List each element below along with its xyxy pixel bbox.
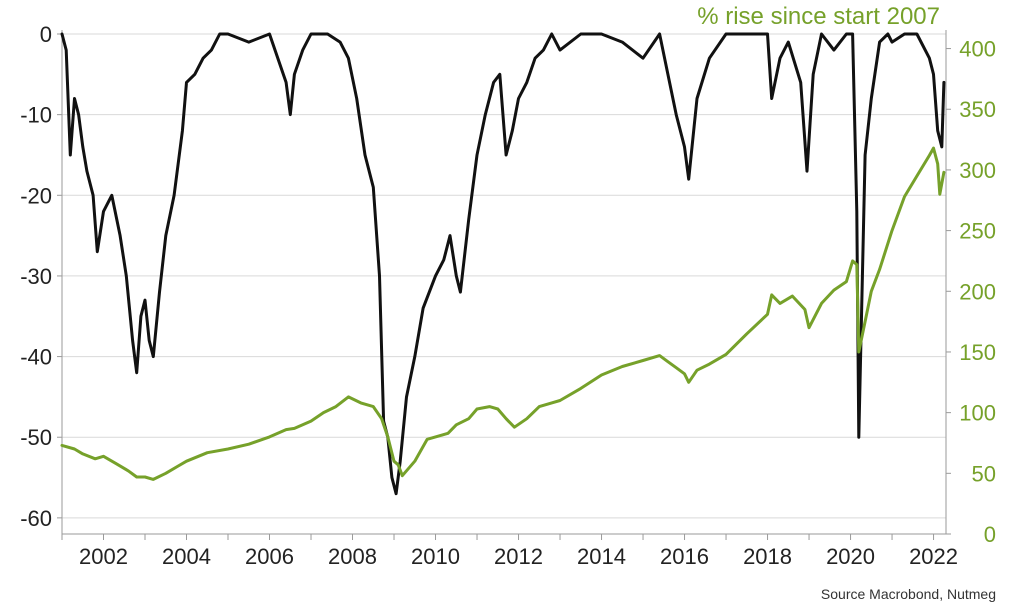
left-tick-label: 0 bbox=[40, 22, 52, 47]
right-axis-title: % rise since start 2007 bbox=[697, 3, 940, 30]
left-tick-label: -60 bbox=[20, 506, 52, 531]
right-tick-label: 300 bbox=[959, 158, 996, 183]
left-tick-label: -10 bbox=[20, 103, 52, 128]
x-tick-label: 2018 bbox=[743, 544, 792, 569]
left-tick-label: -50 bbox=[20, 425, 52, 450]
right-tick-label: 150 bbox=[959, 340, 996, 365]
rise-series-line bbox=[60, 146, 946, 481]
right-tick-label: 350 bbox=[959, 97, 996, 122]
gridlines bbox=[62, 33, 946, 519]
x-tick-label: 2008 bbox=[328, 544, 377, 569]
right-tick-label: 200 bbox=[959, 279, 996, 304]
left-tick-label: -30 bbox=[20, 264, 52, 289]
source-note: Source Macrobond, Nutmeg bbox=[820, 586, 996, 602]
x-tick-label: 2014 bbox=[577, 544, 626, 569]
right-tick-label: 250 bbox=[959, 219, 996, 244]
right-tick-label: 400 bbox=[959, 37, 996, 62]
series-lines bbox=[60, 32, 946, 496]
right-tick-label: 50 bbox=[972, 461, 996, 486]
x-tick-label: 2004 bbox=[162, 544, 211, 569]
x-tick-label: 2010 bbox=[411, 544, 460, 569]
axes bbox=[57, 30, 951, 540]
x-tick-label: 2020 bbox=[826, 544, 875, 569]
x-tick-label: 2006 bbox=[245, 544, 294, 569]
tick-labels: 0 -10 -20 -30 -40 -50 -60 400 350 300 250 200 150 100… bbox=[20, 22, 996, 569]
left-tick-label: -20 bbox=[20, 183, 52, 208]
x-tick-label: 2002 bbox=[79, 544, 128, 569]
x-tick-label: 2012 bbox=[494, 544, 543, 569]
drawdown-series-line bbox=[60, 32, 946, 496]
x-tick-label: 2016 bbox=[660, 544, 709, 569]
x-tick-label: 2022 bbox=[909, 544, 958, 569]
left-tick-label: -40 bbox=[20, 345, 52, 370]
right-tick-label: 0 bbox=[984, 522, 996, 547]
right-tick-label: 100 bbox=[959, 401, 996, 426]
